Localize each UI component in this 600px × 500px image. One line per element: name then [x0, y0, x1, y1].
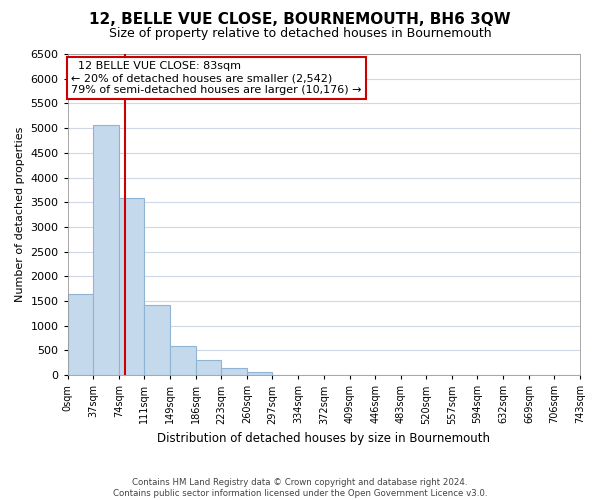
Text: 12, BELLE VUE CLOSE, BOURNEMOUTH, BH6 3QW: 12, BELLE VUE CLOSE, BOURNEMOUTH, BH6 3Q… — [89, 12, 511, 28]
Bar — [119, 198, 144, 375]
Text: 12 BELLE VUE CLOSE: 83sqm
← 20% of detached houses are smaller (2,542)
79% of se: 12 BELLE VUE CLOSE: 83sqm ← 20% of detac… — [71, 62, 362, 94]
Bar — [221, 368, 247, 375]
Text: Size of property relative to detached houses in Bournemouth: Size of property relative to detached ho… — [109, 28, 491, 40]
Bar — [93, 124, 119, 375]
X-axis label: Distribution of detached houses by size in Bournemouth: Distribution of detached houses by size … — [157, 432, 490, 445]
Bar — [170, 346, 196, 375]
Bar — [247, 372, 272, 375]
Y-axis label: Number of detached properties: Number of detached properties — [15, 127, 25, 302]
Bar — [144, 305, 170, 375]
Bar — [196, 360, 221, 375]
Bar — [68, 294, 93, 375]
Text: Contains HM Land Registry data © Crown copyright and database right 2024.
Contai: Contains HM Land Registry data © Crown c… — [113, 478, 487, 498]
